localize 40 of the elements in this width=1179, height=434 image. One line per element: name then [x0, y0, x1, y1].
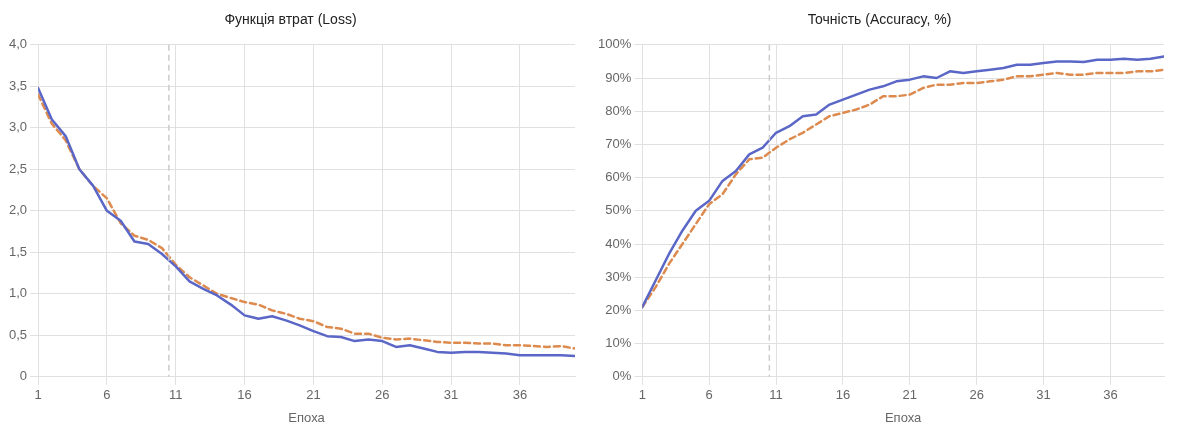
- y-tick-label: 10%: [605, 335, 632, 351]
- y-tick-label: 60%: [605, 169, 632, 185]
- x-tick-label: 36: [1103, 387, 1118, 403]
- x-tick-label: 31: [1036, 387, 1051, 403]
- x-tick-label: 16: [237, 387, 252, 403]
- x-tick-label: 26: [969, 387, 984, 403]
- x-tick-label: 26: [375, 387, 390, 403]
- x-tick-label: 1: [34, 387, 42, 403]
- y-tick-label: 30%: [605, 268, 632, 284]
- y-tick-label: 0%: [612, 368, 632, 384]
- y-tick-label: 1,0: [8, 285, 28, 301]
- y-tick-label: 0: [19, 368, 28, 384]
- y-tick-label: 20%: [605, 301, 632, 317]
- y-tick-label: 40%: [605, 235, 632, 251]
- x-axis-title: Епоха: [288, 409, 326, 425]
- x-tick-label: 6: [705, 387, 713, 403]
- x-tick-label: 21: [306, 387, 321, 403]
- y-tick-label: 2,0: [8, 202, 28, 218]
- y-tick-label: 3,5: [8, 77, 28, 93]
- x-tick-label: 11: [169, 387, 183, 403]
- chart-title: Точність (Accuracy, %): [807, 11, 952, 28]
- x-tick-label: 16: [835, 387, 851, 403]
- y-tick-label: 1,5: [8, 243, 28, 259]
- y-tick-label: 2,5: [8, 160, 28, 176]
- x-tick-label: 11: [769, 387, 783, 403]
- y-tick-label: 70%: [605, 135, 632, 151]
- y-tick-label: 50%: [605, 202, 632, 218]
- x-tick-label: 21: [902, 387, 918, 403]
- x-tick-label: 36: [512, 387, 528, 403]
- x-tick-label: 6: [103, 387, 111, 403]
- y-tick-label: 3,0: [8, 119, 28, 135]
- x-tick-label: 1: [638, 387, 646, 403]
- x-tick-label: 31: [443, 387, 459, 403]
- y-tick-label: 80%: [605, 102, 632, 118]
- x-axis-title: Епоха: [884, 409, 923, 425]
- y-tick-label: 4,0: [8, 36, 28, 52]
- y-tick-label: 0,5: [8, 326, 28, 342]
- y-tick-label: 100%: [598, 36, 632, 52]
- y-tick-label: 90%: [605, 69, 632, 85]
- chart-title: Функція втрат (Loss): [224, 11, 357, 28]
